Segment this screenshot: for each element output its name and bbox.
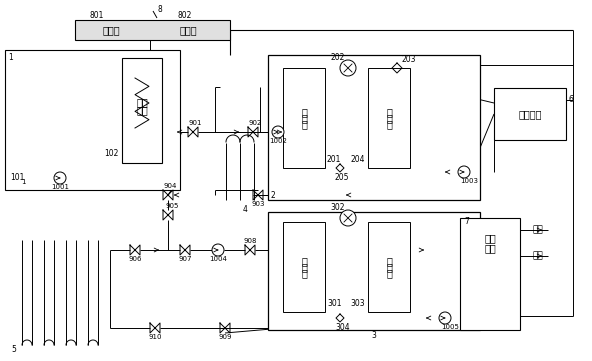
Text: 907: 907 <box>178 256 192 262</box>
Text: 4: 4 <box>243 205 247 214</box>
Text: 910: 910 <box>148 334 162 340</box>
Text: 器: 器 <box>386 119 392 129</box>
Circle shape <box>340 210 356 226</box>
Bar <box>494 88 566 140</box>
Text: 201: 201 <box>327 156 342 165</box>
Text: 逆变器: 逆变器 <box>102 25 120 35</box>
Text: 904: 904 <box>163 183 176 189</box>
Text: 水箱: 水箱 <box>484 243 496 253</box>
Bar <box>122 58 162 163</box>
Circle shape <box>272 126 284 138</box>
Text: 909: 909 <box>218 334 231 340</box>
Text: 101: 101 <box>10 174 24 183</box>
Circle shape <box>54 172 66 184</box>
Text: 203: 203 <box>402 55 416 64</box>
Text: 7: 7 <box>464 217 469 226</box>
Circle shape <box>340 60 356 76</box>
Text: 发: 发 <box>301 113 307 123</box>
Text: 蓄电池: 蓄电池 <box>179 25 197 35</box>
Text: 204: 204 <box>350 156 365 165</box>
Text: 802: 802 <box>178 12 192 21</box>
Text: 1: 1 <box>9 53 14 62</box>
Text: 1004: 1004 <box>209 256 227 262</box>
Text: 801: 801 <box>90 12 104 21</box>
Circle shape <box>212 244 224 256</box>
Bar <box>460 218 520 330</box>
Text: 6: 6 <box>569 96 574 104</box>
Text: 器: 器 <box>386 268 392 278</box>
Text: 902: 902 <box>248 120 262 126</box>
Text: 1005: 1005 <box>441 324 459 330</box>
Text: 用户末端: 用户末端 <box>518 109 542 119</box>
Text: 发: 发 <box>301 262 307 272</box>
Text: 102: 102 <box>105 148 119 157</box>
Text: 凝: 凝 <box>386 113 392 123</box>
Text: 1: 1 <box>21 179 25 185</box>
Text: 301: 301 <box>327 300 342 309</box>
Text: 5: 5 <box>12 345 17 355</box>
Text: 304: 304 <box>336 323 350 332</box>
Text: 202: 202 <box>331 53 345 62</box>
Bar <box>283 68 325 168</box>
Bar <box>268 55 480 200</box>
Text: 1002: 1002 <box>269 138 287 144</box>
Text: 冷: 冷 <box>386 256 392 266</box>
Text: 302: 302 <box>331 204 345 213</box>
Text: 蒸: 蒸 <box>301 107 307 117</box>
Bar <box>283 222 325 312</box>
Text: 8: 8 <box>157 5 162 14</box>
Text: 补水: 补水 <box>533 252 543 261</box>
Text: 303: 303 <box>350 300 365 309</box>
Text: 3: 3 <box>372 331 377 340</box>
Text: 205: 205 <box>334 173 349 182</box>
Text: 凝: 凝 <box>386 262 392 272</box>
Text: 1003: 1003 <box>460 178 478 184</box>
Text: 蒸: 蒸 <box>301 256 307 266</box>
Bar <box>5 50 180 190</box>
Text: 908: 908 <box>243 238 257 244</box>
Bar <box>368 222 410 312</box>
Circle shape <box>439 312 451 324</box>
Text: 集热: 集热 <box>136 97 148 108</box>
Circle shape <box>458 166 470 178</box>
Text: 906: 906 <box>128 256 141 262</box>
Text: 器: 器 <box>301 119 307 129</box>
Text: 903: 903 <box>251 201 265 207</box>
Bar <box>268 212 480 330</box>
Text: 器: 器 <box>301 268 307 278</box>
Text: 供水: 供水 <box>533 226 543 235</box>
Text: 2: 2 <box>271 191 275 200</box>
Text: 1001: 1001 <box>51 184 69 190</box>
Text: 水箱: 水箱 <box>136 105 148 116</box>
Text: 冷: 冷 <box>386 107 392 117</box>
Bar <box>368 68 410 168</box>
Bar <box>75 20 230 40</box>
Text: 901: 901 <box>188 120 202 126</box>
Text: 905: 905 <box>165 203 179 209</box>
Text: 生活: 生活 <box>484 233 496 243</box>
